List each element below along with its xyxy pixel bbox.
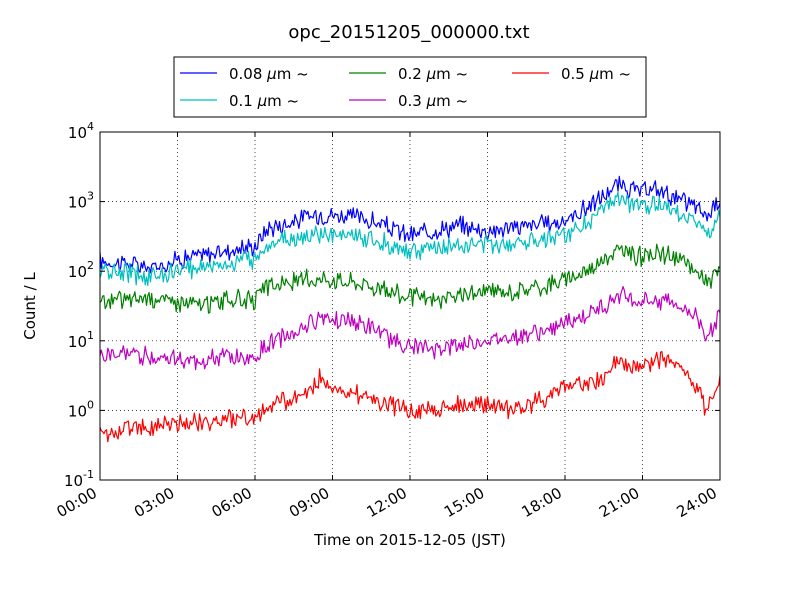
- legend-frame: [173, 56, 647, 118]
- x-tick-label: 12:00: [364, 484, 410, 521]
- x-axis-label: Time on 2015-12-05 (JST): [313, 531, 506, 549]
- y-tick-label: 10-1: [64, 468, 94, 490]
- legend: 0.08 μm ~ 0.1 μm ~ 0.2 μm ~ 0.3 μm ~ 0.5 μm …: [173, 56, 647, 118]
- grid-layer: [100, 132, 720, 480]
- series-line-0_1: [99, 191, 721, 286]
- legend-label: 0.08 μm ~: [229, 65, 309, 83]
- x-tick-label: 24:00: [674, 484, 720, 521]
- series-line-0_2: [99, 243, 721, 314]
- y-tick-label: 103: [68, 190, 94, 212]
- series-line-0_08: [99, 175, 721, 274]
- legend-label: 0.3 μm ~: [398, 92, 468, 110]
- y-tick-label: 104: [68, 120, 94, 142]
- y-tick-labels: 10-1 100 101 102 103 104: [64, 120, 94, 490]
- y-axis-label: Count / L: [21, 272, 39, 340]
- series-line-0_3: [99, 286, 721, 371]
- x-tick-label: 03:00: [131, 484, 177, 521]
- chart-title: opc_20151205_000000.txt: [288, 22, 529, 43]
- tick-layer: [99, 131, 721, 481]
- x-tick-labels: 00:00 03:00 06:00 09:00 12:00 15:00 18:00 21:00…: [54, 484, 720, 521]
- x-tick-label: 09:00: [286, 484, 332, 521]
- x-tick-label: 18:00: [519, 484, 565, 521]
- legend-label: 0.5 μm ~: [561, 65, 631, 83]
- y-tick-label: 101: [68, 329, 94, 351]
- x-tick-label: 06:00: [209, 484, 255, 521]
- legend-label: 0.2 μm ~: [398, 65, 468, 83]
- x-tick-label: 21:00: [596, 484, 642, 521]
- y-tick-label: 100: [68, 398, 94, 420]
- x-tick-label: 15:00: [441, 484, 487, 521]
- series-line-0_5: [99, 351, 721, 443]
- y-tick-label: 102: [68, 259, 94, 281]
- series-layer: [99, 175, 721, 443]
- legend-label: 0.1 μm ~: [229, 92, 299, 110]
